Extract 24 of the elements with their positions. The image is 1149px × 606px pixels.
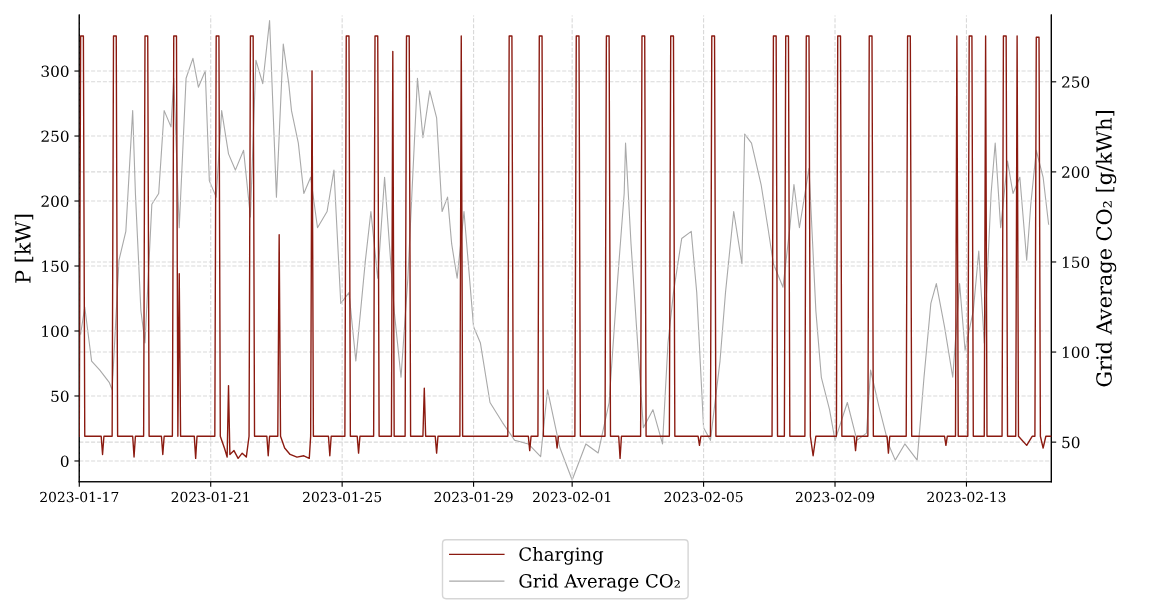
y2-tick-label: 100 <box>1062 346 1090 359</box>
legend-label: Charging <box>519 547 604 565</box>
y-tick-label: 250 <box>41 130 69 143</box>
y-tick-label: 50 <box>51 390 69 403</box>
y-tick-label: 150 <box>42 260 69 273</box>
y2-tick-label: 200 <box>1062 166 1090 178</box>
y-axis-title: P [kW] <box>14 214 34 283</box>
y2-tick-label: 150 <box>1062 256 1090 268</box>
x-tick-label: 2023-01-29 <box>434 491 513 503</box>
x-tick-label: 2023-02-05 <box>664 491 743 503</box>
x-tick-label: 2023-02-01 <box>533 491 611 503</box>
y-tick-label: 300 <box>41 65 69 78</box>
legend-label: Grid Average CO₂ <box>519 573 680 592</box>
y2-tick-label: 250 <box>1062 76 1090 88</box>
x-tick-label: 2023-02-13 <box>927 491 1006 503</box>
x-tick-label: 2023-01-17 <box>40 491 119 503</box>
x-tick-label: 2023-01-21 <box>171 491 249 503</box>
y-tick-label: 100 <box>42 325 69 338</box>
x-tick-label: 2023-01-25 <box>303 491 382 503</box>
x-tick-label: 2023-02-09 <box>795 491 875 503</box>
y-tick-label: 200 <box>41 195 69 208</box>
y-tick-label: 0 <box>60 455 69 467</box>
y2-axis-title: Grid Average CO₂ [g/kWh] <box>1095 111 1117 387</box>
y2-tick-label: 50 <box>1062 436 1080 449</box>
